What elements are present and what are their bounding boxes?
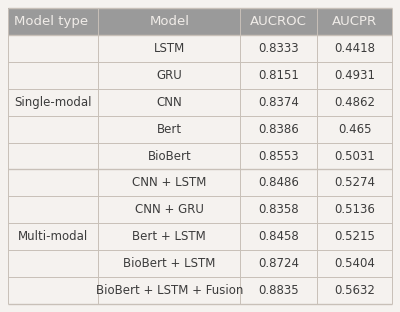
Text: 0.5404: 0.5404 [334, 257, 375, 270]
Text: BioBert + LSTM + Fusion: BioBert + LSTM + Fusion [96, 284, 243, 297]
Text: BioBert: BioBert [148, 149, 191, 163]
Text: 0.8358: 0.8358 [258, 203, 299, 216]
Text: 0.8835: 0.8835 [258, 284, 299, 297]
Bar [8, 250, 392, 277]
Text: 0.4931: 0.4931 [334, 69, 375, 82]
Text: 0.5632: 0.5632 [334, 284, 375, 297]
Text: CNN + LSTM: CNN + LSTM [132, 176, 206, 189]
Bar [8, 223, 392, 250]
Text: AUCROC: AUCROC [250, 15, 307, 28]
Text: Multi-modal: Multi-modal [18, 230, 88, 243]
Text: 0.8458: 0.8458 [258, 230, 299, 243]
Bar [8, 89, 392, 116]
Text: LSTM: LSTM [154, 42, 185, 55]
Text: 0.8151: 0.8151 [258, 69, 299, 82]
Text: 0.5215: 0.5215 [334, 230, 375, 243]
Bar [8, 62, 392, 89]
Text: BioBert + LSTM: BioBert + LSTM [123, 257, 216, 270]
Bar [8, 196, 392, 223]
Text: 0.4862: 0.4862 [334, 96, 375, 109]
Text: Bert + LSTM: Bert + LSTM [132, 230, 206, 243]
Bar [8, 277, 392, 304]
Text: Bert: Bert [157, 123, 182, 136]
Bar [8, 143, 392, 169]
Bar [8, 169, 392, 196]
Text: 0.8553: 0.8553 [258, 149, 299, 163]
Text: 0.8333: 0.8333 [258, 42, 299, 55]
Text: 0.5031: 0.5031 [334, 149, 375, 163]
Text: 0.8486: 0.8486 [258, 176, 299, 189]
Text: GRU: GRU [156, 69, 182, 82]
Text: 0.8724: 0.8724 [258, 257, 299, 270]
Text: AUCPR: AUCPR [332, 15, 377, 28]
Bar [8, 35, 392, 62]
Text: CNN + GRU: CNN + GRU [135, 203, 204, 216]
Text: 0.465: 0.465 [338, 123, 371, 136]
Bar [8, 116, 392, 143]
Text: 0.5274: 0.5274 [334, 176, 375, 189]
Text: 0.4418: 0.4418 [334, 42, 375, 55]
Text: 0.8386: 0.8386 [258, 123, 299, 136]
Text: 0.5136: 0.5136 [334, 203, 375, 216]
Text: Model: Model [149, 15, 189, 28]
Text: Model type: Model type [14, 15, 88, 28]
Bar [8, 8, 392, 35]
Text: Single-modal: Single-modal [14, 96, 92, 109]
Text: 0.8374: 0.8374 [258, 96, 299, 109]
Text: CNN: CNN [156, 96, 182, 109]
